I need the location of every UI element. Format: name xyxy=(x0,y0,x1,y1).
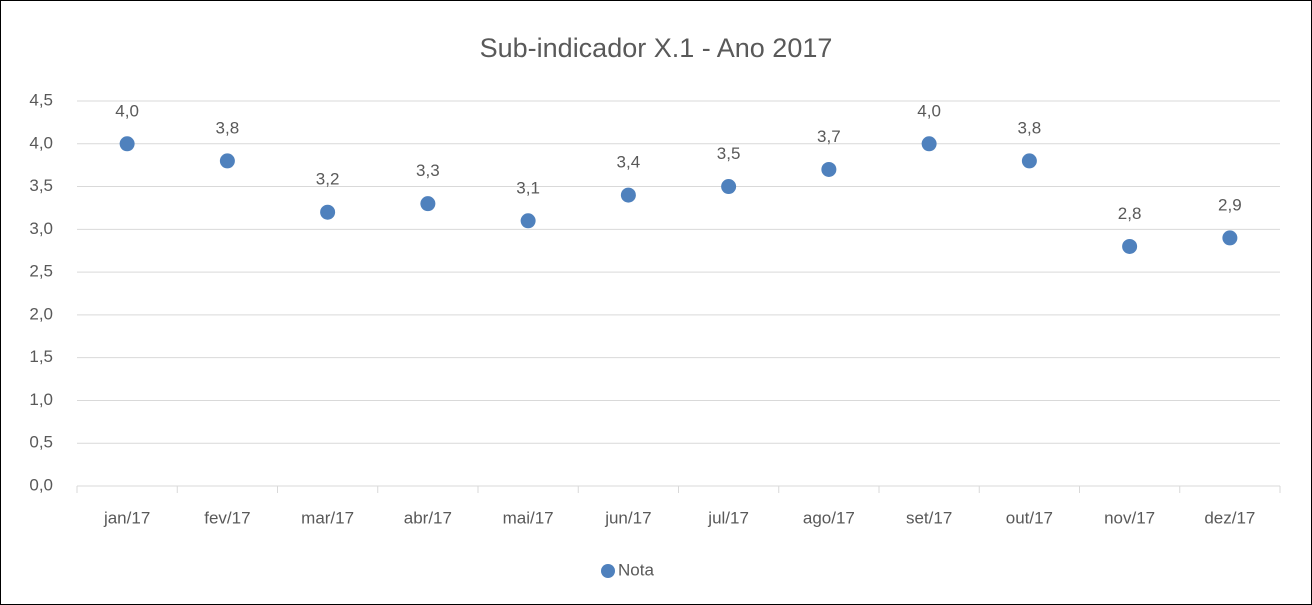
y-tick-label: 3,0 xyxy=(29,219,53,238)
x-tick-label: mai/17 xyxy=(503,508,554,527)
x-tick-label: jan/17 xyxy=(103,508,150,527)
data-label: 2,9 xyxy=(1218,195,1242,214)
data-point xyxy=(1021,153,1037,169)
data-point xyxy=(1122,238,1138,254)
data-label: 3,8 xyxy=(1018,118,1042,137)
data-point xyxy=(620,187,636,203)
data-point xyxy=(1222,230,1238,246)
x-tick-label: jul/17 xyxy=(707,508,749,527)
y-tick-label: 2,0 xyxy=(29,304,53,323)
data-point xyxy=(320,204,336,220)
data-label: 4,0 xyxy=(917,101,941,120)
legend-marker xyxy=(601,564,615,578)
data-point xyxy=(821,161,837,177)
data-label: 3,2 xyxy=(316,170,340,189)
y-tick-label: 0,5 xyxy=(29,433,53,452)
data-label: 3,4 xyxy=(617,153,641,172)
data-point xyxy=(921,136,937,152)
legend-label: Nota xyxy=(618,560,654,579)
data-label: 3,3 xyxy=(416,161,440,180)
data-point xyxy=(520,213,536,229)
x-tick-label: set/17 xyxy=(906,508,952,527)
data-point xyxy=(420,196,436,212)
data-point xyxy=(721,179,737,195)
data-point xyxy=(119,136,135,152)
y-tick-label: 3,5 xyxy=(29,176,53,195)
x-tick-label: dez/17 xyxy=(1204,508,1255,527)
y-tick-label: 2,5 xyxy=(29,262,53,281)
data-label: 4,0 xyxy=(115,101,139,120)
y-tick-label: 1,5 xyxy=(29,347,53,366)
data-label: 3,7 xyxy=(817,127,841,146)
data-label: 3,5 xyxy=(717,144,741,163)
y-tick-label: 0,0 xyxy=(29,475,53,494)
data-point xyxy=(219,153,235,169)
x-tick-label: nov/17 xyxy=(1104,508,1155,527)
y-tick-label: 4,0 xyxy=(29,133,53,152)
x-tick-label: abr/17 xyxy=(404,508,452,527)
x-tick-label: out/17 xyxy=(1006,508,1053,527)
chart-title: Sub-indicador X.1 - Ano 2017 xyxy=(480,33,833,63)
x-tick-label: mar/17 xyxy=(301,508,354,527)
data-label: 3,8 xyxy=(216,118,240,137)
y-tick-label: 1,0 xyxy=(29,390,53,409)
data-label: 3,1 xyxy=(516,178,540,197)
y-tick-label: 4,5 xyxy=(29,90,53,109)
x-tick-label: ago/17 xyxy=(803,508,855,527)
data-label: 2,8 xyxy=(1118,204,1142,223)
x-tick-label: fev/17 xyxy=(204,508,250,527)
x-tick-label: jun/17 xyxy=(604,508,651,527)
